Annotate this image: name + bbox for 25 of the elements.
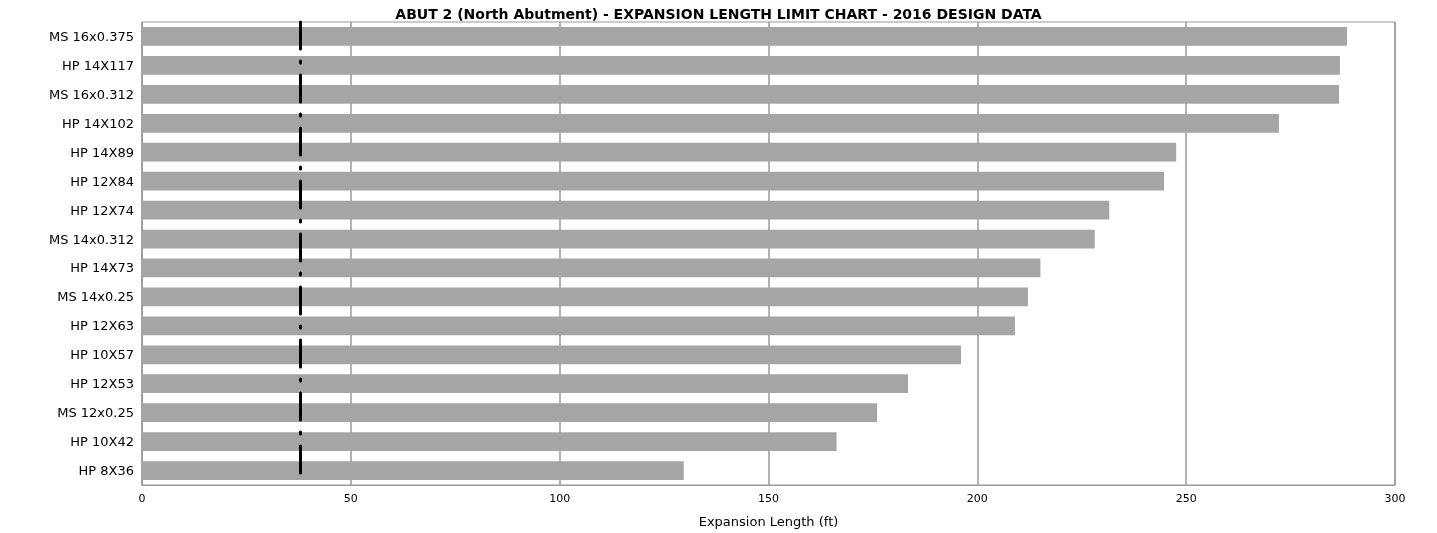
chart-title: ABUT 2 (North Abutment) - EXPANSION LENGTH LIMIT CHART - 2016 DESIGN DATA <box>395 6 1042 22</box>
y-tick-label: HP 10X42 <box>70 434 134 450</box>
x-tick-label: 200 <box>966 492 988 505</box>
x-tick-label: 100 <box>549 492 571 505</box>
y-tick-label: MS 12x0.25 <box>57 405 134 421</box>
y-tick-label: HP 14X117 <box>61 57 134 73</box>
y-tick-label: MS 14x0.312 <box>48 231 134 247</box>
x-tick-label: 150 <box>758 492 779 505</box>
y-tick-label: HP 14X89 <box>70 144 134 160</box>
y-tick-label: HP 12X84 <box>70 173 134 189</box>
x-axis-title: Expansion Length (ft) <box>698 514 839 529</box>
y-tick-label: HP 14X102 <box>61 115 134 131</box>
x-tick-label: 300 <box>1384 492 1406 505</box>
x-tick-label: 50 <box>343 492 358 505</box>
y-tick-label: MS 16x0.375 <box>48 28 134 44</box>
x-tick-label: 250 <box>1175 492 1197 505</box>
y-tick-label: MS 14x0.25 <box>57 289 134 305</box>
y-tick-label: HP 12X63 <box>70 318 134 334</box>
y-tick-label: HP 12X74 <box>70 202 134 218</box>
y-tick-label: HP 8X36 <box>78 463 134 479</box>
y-tick-label: HP 12X53 <box>70 376 134 392</box>
y-tick-label: HP 14X73 <box>70 260 134 276</box>
y-tick-label: MS 16x0.312 <box>48 86 134 102</box>
x-tick-label: 0 <box>138 492 146 505</box>
y-tick-label: HP 10X57 <box>70 347 134 363</box>
